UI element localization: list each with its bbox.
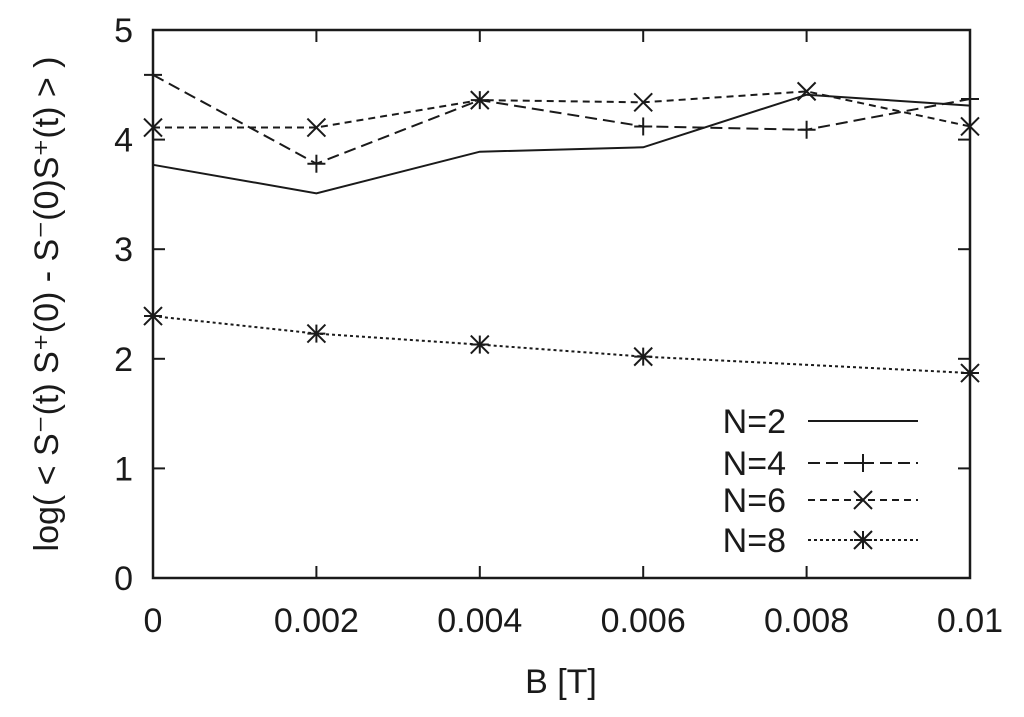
legend-label: N=8 — [723, 522, 786, 560]
x-axis-title: B [T] — [525, 663, 597, 701]
data-point-marker — [634, 117, 653, 136]
legend-marker — [853, 490, 873, 510]
legend-label: N=2 — [723, 403, 786, 441]
x-tick-label: 0.006 — [601, 602, 686, 640]
legend-label: N=6 — [723, 482, 786, 520]
legend: N=2 N=4N=6N=8 — [723, 403, 918, 560]
y-tick-label: 4 — [114, 122, 133, 160]
x-tick-label: 0.008 — [764, 602, 849, 640]
x-tick-label: 0 — [144, 602, 163, 640]
legend-marker — [854, 454, 872, 472]
data-point-marker — [306, 117, 327, 138]
series-line-n2 — [152, 93, 971, 195]
y-axis-title: log( < S⁻(t) S⁺(0) - S⁻(0)S⁺(t) > ) — [28, 57, 66, 552]
plot-frame — [151, 28, 972, 580]
data-point-marker — [470, 334, 490, 355]
legend-marker — [853, 530, 873, 550]
y-tick-label: 1 — [114, 450, 133, 488]
series-line-n4 — [152, 74, 971, 165]
data-point-marker — [796, 81, 817, 102]
data-point-marker — [470, 90, 490, 110]
data-point-marker — [307, 154, 326, 173]
y-tick-label: 3 — [114, 231, 133, 269]
data-point-marker — [797, 120, 816, 139]
data-point-marker — [306, 323, 327, 344]
y-tick-label: 2 — [114, 341, 133, 379]
x-tick-label: 0.004 — [437, 602, 522, 640]
x-tick-label: 0.01 — [937, 602, 1003, 640]
y-tick-label: 5 — [114, 12, 133, 50]
data-point-marker — [633, 346, 653, 367]
series-line-n8 — [152, 315, 971, 374]
series-line-n6 — [153, 90, 971, 129]
legend-label: N=4 — [723, 445, 786, 483]
data-point-marker — [633, 92, 653, 113]
x-tick-label: 0.002 — [274, 602, 359, 640]
y-tick-label: 0 — [114, 560, 133, 598]
